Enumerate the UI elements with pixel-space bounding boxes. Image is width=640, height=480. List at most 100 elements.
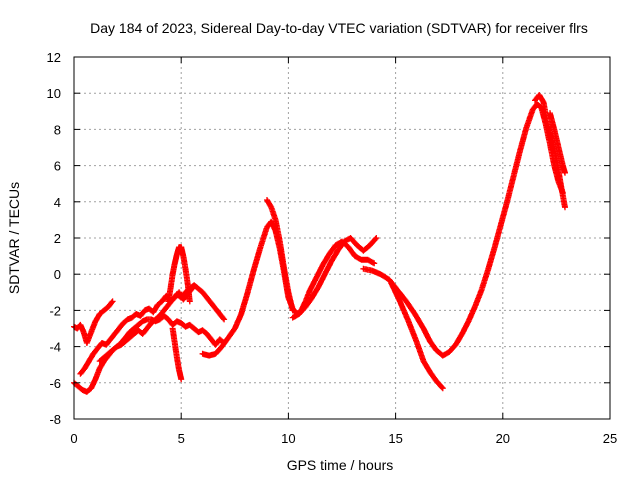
data-point — [553, 128, 556, 131]
data-point — [156, 304, 159, 306]
data-point — [321, 264, 324, 267]
series-arc-11 — [388, 280, 446, 392]
data-point — [105, 343, 108, 346]
data-point — [173, 342, 176, 344]
data-point — [137, 323, 140, 326]
data-point — [218, 338, 221, 341]
data-point — [429, 340, 431, 343]
data-point — [206, 296, 208, 299]
data-point — [163, 314, 165, 317]
data-point — [291, 309, 294, 312]
series-arc-8 — [264, 197, 296, 314]
data-point — [178, 369, 180, 372]
data-point — [266, 226, 268, 229]
y-axis-label: SDTVAR / TECUs — [6, 182, 22, 294]
data-point — [221, 345, 223, 348]
data-point — [499, 224, 502, 227]
data-point — [188, 323, 191, 326]
data-point — [197, 287, 200, 290]
data-point — [90, 331, 93, 334]
data-point — [85, 390, 88, 393]
data-point — [270, 220, 273, 223]
data-point — [79, 372, 82, 375]
data-point — [145, 327, 148, 330]
data-point — [176, 320, 178, 323]
y-tick-label: 12 — [47, 50, 61, 65]
data-point — [122, 322, 125, 324]
data-point — [197, 331, 200, 334]
data-point — [178, 246, 180, 248]
data-point — [334, 244, 337, 247]
data-point — [167, 300, 170, 303]
data-point — [169, 287, 172, 290]
y-tick-label: 4 — [54, 195, 61, 210]
grid-lines — [74, 57, 610, 419]
data-point — [167, 318, 170, 321]
data-point — [115, 345, 118, 348]
data-points — [71, 92, 568, 395]
data-point — [137, 329, 140, 332]
data-point — [176, 293, 178, 296]
data-point — [120, 343, 123, 346]
data-point — [315, 276, 318, 279]
data-point — [182, 255, 185, 257]
point-markers — [360, 101, 566, 359]
data-point — [480, 289, 483, 292]
data-point — [201, 329, 204, 332]
data-point — [429, 371, 431, 373]
data-point — [375, 237, 378, 239]
data-point — [107, 352, 110, 355]
x-tick-label: 20 — [496, 431, 510, 446]
x-axis-label: GPS time / hours — [287, 457, 394, 473]
data-point — [135, 313, 138, 315]
data-point — [98, 367, 101, 370]
data-point — [546, 124, 549, 127]
data-point — [113, 333, 116, 335]
data-point — [506, 200, 508, 203]
point-markers — [388, 280, 446, 392]
data-point — [152, 311, 155, 314]
series-arc-6 — [169, 325, 185, 383]
data-point — [416, 342, 418, 344]
y-tick-label: -6 — [49, 376, 61, 391]
data-point — [163, 309, 165, 312]
data-point — [139, 314, 142, 317]
series-arc-10 — [360, 101, 566, 359]
data-point — [145, 318, 148, 321]
data-point — [561, 164, 564, 167]
data-point — [557, 146, 560, 149]
data-point — [98, 360, 101, 362]
data-point — [298, 313, 301, 315]
data-point — [390, 282, 393, 285]
data-point — [171, 323, 174, 326]
data-point — [435, 349, 438, 352]
data-point — [180, 246, 183, 248]
data-point — [171, 327, 174, 330]
data-point — [103, 356, 105, 359]
data-point — [184, 267, 187, 270]
data-point — [362, 267, 365, 270]
data-point — [283, 267, 286, 270]
data-point — [454, 343, 457, 346]
data-point — [182, 298, 185, 301]
data-point — [422, 360, 425, 362]
data-point — [519, 150, 521, 153]
data-point — [379, 273, 382, 276]
data-point — [85, 342, 88, 344]
y-tick-label: 10 — [47, 86, 61, 101]
data-point — [308, 289, 311, 292]
y-tick-label: -2 — [49, 303, 61, 318]
data-point — [512, 175, 515, 178]
axis-ticks: 0 5 10 15 20 25 -8 -6 -4 -2 0 2 4 6 8 10 12 — [47, 50, 618, 446]
data-point — [278, 240, 281, 243]
data-point — [564, 171, 566, 174]
data-point — [441, 387, 444, 390]
data-point — [559, 182, 562, 185]
data-point — [564, 206, 566, 209]
x-tick-label: 25 — [603, 431, 617, 446]
data-point — [148, 307, 150, 310]
data-point — [347, 246, 350, 248]
data-point — [360, 258, 363, 261]
data-point — [118, 327, 120, 330]
